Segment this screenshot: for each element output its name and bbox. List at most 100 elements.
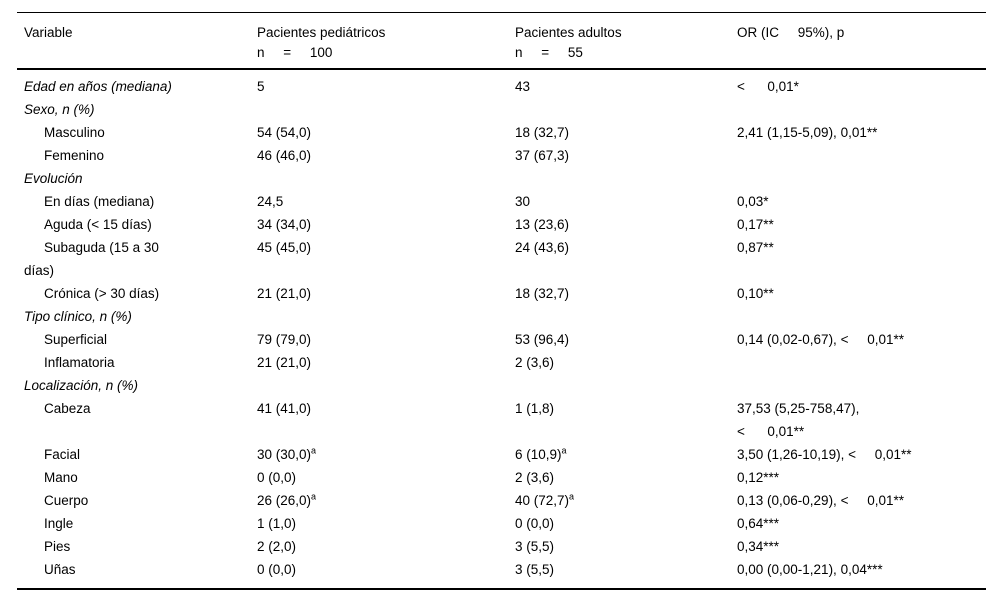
cell-pediatric [257, 98, 515, 121]
cell-value: 6 (10,9) [515, 447, 562, 462]
cell-pediatric: 2 (2,0) [257, 539, 297, 554]
table-header: Variable Pacientes pediátricos n = 100 P… [17, 12, 986, 70]
cell-variable: Crónica (> 30 días) [44, 286, 160, 301]
patients-comparison-table: Variable Pacientes pediátricos n = 100 P… [17, 12, 986, 590]
cell-pediatric [257, 305, 515, 328]
table-row-ingle: Ingle 1 (1,0) 0 (0,0) 0,64*** [17, 512, 986, 535]
cell-variable: Mano [44, 470, 78, 485]
cell-variable: Superficial [44, 332, 108, 347]
cell-or: 0,87** [737, 240, 774, 255]
footnote-marker-a: a [569, 491, 575, 502]
table-row-cuerpo: Cuerpo 26 (26,0)a 40 (72,7)a 0,13 (0,06-… [17, 489, 986, 512]
table-row-sexo: Sexo, n (%) [17, 98, 986, 121]
cell-or [737, 305, 986, 328]
footnote-marker-a: a [311, 445, 317, 456]
cell-adult: 3 (5,5) [515, 539, 555, 554]
cell-adult: 13 (23,6) [515, 217, 570, 232]
table-row-masculino: Masculino 54 (54,0) 18 (32,7) 2,41 (1,15… [17, 121, 986, 144]
cell-adult [515, 374, 737, 397]
cell-adult: 53 (96,4) [515, 332, 570, 347]
cell-or [737, 144, 986, 167]
cell-pediatric: 0 (0,0) [257, 562, 297, 577]
cell-pediatric: 5 [257, 79, 265, 94]
cell-adult: 0 (0,0) [515, 516, 555, 531]
footnote-marker-a: a [561, 445, 567, 456]
cell-or: 0,12*** [737, 470, 780, 485]
cell-or: 2,41 (1,15-5,09), 0,01** [737, 125, 878, 140]
cell-pediatric: 46 (46,0) [257, 148, 312, 163]
cell-pediatric: 21 (21,0) [257, 286, 312, 301]
cell-or [737, 98, 986, 121]
cell-or: 0,00 (0,00-1,21), 0,04*** [737, 562, 883, 577]
cell-adult [515, 98, 737, 121]
table-row-mano: Mano 0 (0,0) 2 (3,6) 0,12*** [17, 466, 986, 489]
cell-variable: Masculino [44, 125, 105, 140]
cell-variable: Facial [44, 447, 81, 462]
table-row-subaguda: Subaguda (15 a 30 días) 45 (45,0) 24 (43… [17, 236, 986, 282]
table-row-inflamatoria: Inflamatoria 21 (21,0) 2 (3,6) [17, 351, 986, 374]
footnote-marker-a: a [311, 491, 317, 502]
cell-adult [515, 305, 737, 328]
cell-variable: En días (mediana) [44, 194, 155, 209]
cell-variable: Ingle [44, 516, 74, 531]
cell-or: 0,64*** [737, 516, 780, 531]
table-row-en-dias: En días (mediana) 24,5 30 0,03* [17, 190, 986, 213]
cell-variable: Localización, n (%) [24, 378, 139, 393]
cell-pediatric: 79 (79,0) [257, 332, 312, 347]
cell-pediatric: 30 (30,0)a [257, 443, 515, 466]
cell-pediatric: 45 (45,0) [257, 240, 312, 255]
cell-or: 37,53 (5,25-758,47), < 0,01** [737, 401, 860, 439]
table-row-facial: Facial 30 (30,0)a 6 (10,9)a 3,50 (1,26-1… [17, 443, 986, 466]
table-row-aguda: Aguda (< 15 días) 34 (34,0) 13 (23,6) 0,… [17, 213, 986, 236]
cell-adult: 37 (67,3) [515, 148, 570, 163]
cell-pediatric: 21 (21,0) [257, 355, 312, 370]
cell-or: < 0,01* [737, 79, 799, 94]
cell-adult: 6 (10,9)a [515, 443, 737, 466]
cell-adult: 24 (43,6) [515, 240, 570, 255]
cell-or [737, 167, 986, 190]
table-container: Variable Pacientes pediátricos n = 100 P… [17, 12, 986, 590]
cell-adult: 43 [515, 79, 531, 94]
cell-adult: 18 (32,7) [515, 286, 570, 301]
cell-pediatric: 1 (1,0) [257, 516, 297, 531]
table-row-unas: Uñas 0 (0,0) 3 (5,5) 0,00 (0,00-1,21), 0… [17, 558, 986, 589]
cell-or: 0,17** [737, 217, 774, 232]
cell-or: 0,13 (0,06-0,29), < 0,01** [737, 493, 904, 508]
cell-or: 0,03* [737, 194, 769, 209]
cell-variable: Edad en años (mediana) [24, 79, 172, 94]
table-body: Edad en años (mediana) 5 43 < 0,01* Sexo… [17, 69, 986, 589]
cell-or: 3,50 (1,26-10,19), < 0,01** [737, 447, 912, 462]
cell-pediatric: 41 (41,0) [257, 401, 312, 416]
cell-pediatric [257, 374, 515, 397]
table-row-pies: Pies 2 (2,0) 3 (5,5) 0,34*** [17, 535, 986, 558]
header-adult-patients: Pacientes adultos n = 55 [515, 12, 737, 70]
cell-or [737, 351, 986, 374]
cell-variable: Aguda (< 15 días) [44, 217, 152, 232]
cell-variable: Cabeza [44, 401, 91, 416]
table-row-tipo-clinico: Tipo clínico, n (%) [17, 305, 986, 328]
cell-adult: 2 (3,6) [515, 470, 555, 485]
cell-pediatric [257, 167, 515, 190]
cell-variable: Subaguda (15 a 30 días) [24, 240, 159, 278]
cell-adult: 30 [515, 194, 531, 209]
header-pediatric-patients: Pacientes pediátricos n = 100 [257, 12, 515, 70]
table-row-femenino: Femenino 46 (46,0) 37 (67,3) [17, 144, 986, 167]
cell-pediatric: 54 (54,0) [257, 125, 312, 140]
table-row-superficial: Superficial 79 (79,0) 53 (96,4) 0,14 (0,… [17, 328, 986, 351]
cell-adult: 18 (32,7) [515, 125, 570, 140]
cell-value: 40 (72,7) [515, 493, 570, 508]
cell-pediatric: 24,5 [257, 194, 284, 209]
header-variable: Variable [17, 12, 257, 70]
table-row-cabeza: Cabeza 41 (41,0) 1 (1,8) 37,53 (5,25-758… [17, 397, 986, 443]
cell-pediatric: 34 (34,0) [257, 217, 312, 232]
cell-value: 26 (26,0) [257, 493, 312, 508]
cell-variable: Femenino [44, 148, 105, 163]
cell-variable: Evolución [24, 171, 83, 186]
cell-variable: Pies [44, 539, 71, 554]
cell-or: 0,10** [737, 286, 774, 301]
cell-or: 0,14 (0,02-0,67), < 0,01** [737, 332, 904, 347]
table-row-localizacion: Localización, n (%) [17, 374, 986, 397]
cell-pediatric: 0 (0,0) [257, 470, 297, 485]
cell-variable: Sexo, n (%) [24, 102, 95, 117]
